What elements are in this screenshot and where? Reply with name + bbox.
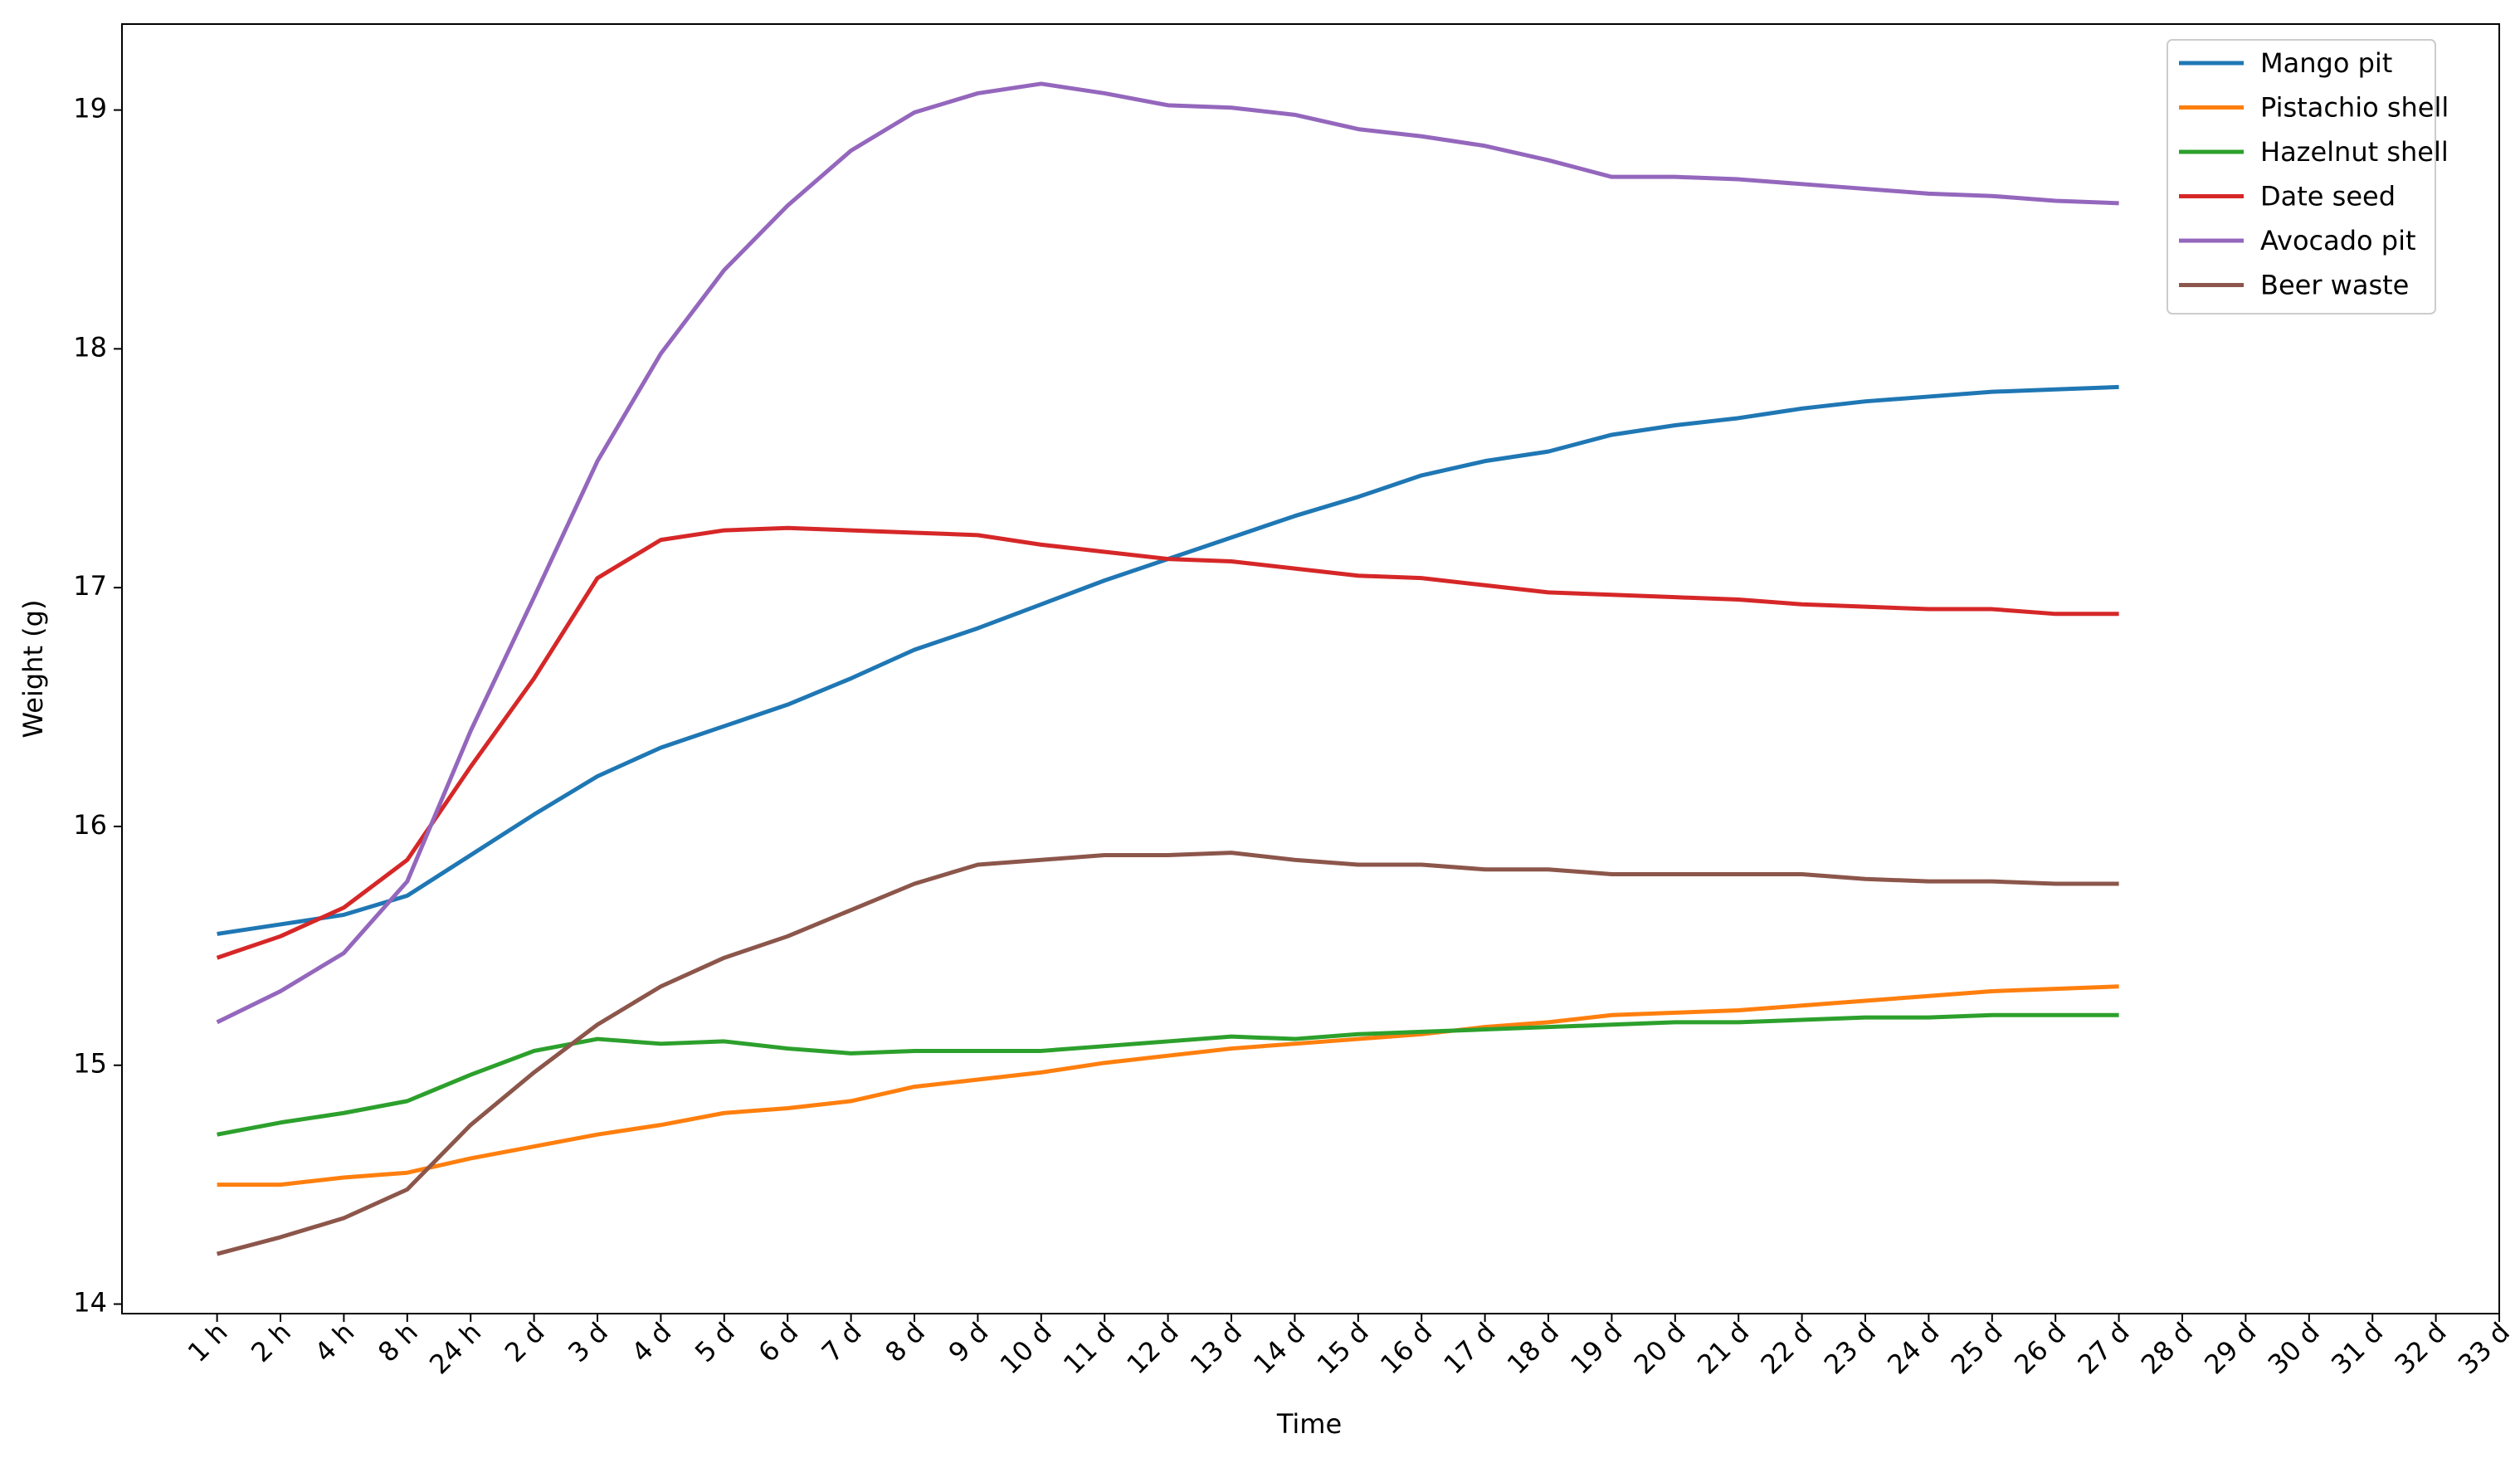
x-tick-label: 26 d	[2008, 1316, 2072, 1380]
series-line	[216, 525, 2119, 960]
series-line	[217, 1012, 2119, 1137]
x-tick-label: 8 d	[879, 1316, 931, 1368]
x-tick-label: 30 d	[2262, 1316, 2326, 1380]
x-tick-label: 14 d	[1247, 1316, 1311, 1380]
x-tick-label: 19 d	[1564, 1316, 1628, 1380]
y-tick-label: 15	[73, 1048, 107, 1080]
plot-frame	[121, 23, 2500, 1314]
x-tick-label: 16 d	[1374, 1316, 1438, 1380]
y-tick-label: 16	[73, 809, 107, 841]
x-tick-label: 23 d	[1818, 1316, 1882, 1380]
series-line	[216, 851, 2119, 1256]
x-tick-label: 31 d	[2325, 1316, 2389, 1380]
y-tick-label: 18	[73, 331, 107, 363]
x-tick-label: 2 h	[245, 1316, 297, 1368]
y-tick-label: 17	[73, 570, 107, 602]
x-tick-label: 28 d	[2135, 1316, 2199, 1380]
x-tick-label: 10 d	[994, 1316, 1058, 1380]
legend: Mango pit Pistachio shell Hazelnut shell Da…	[2167, 39, 2449, 315]
legend-label: Avocado pit	[2260, 225, 2416, 256]
x-tick-label: 12 d	[1120, 1316, 1184, 1380]
x-tick-label: 8 h	[372, 1316, 424, 1368]
x-tick-label: 21 d	[1691, 1316, 1755, 1380]
x-tick-label: 15 d	[1311, 1316, 1375, 1380]
x-tick-label: 4 d	[626, 1316, 678, 1368]
x-tick-label: 2 d	[499, 1316, 551, 1368]
x-tick-label: 33 d	[2452, 1316, 2516, 1380]
x-tick-label: 25 d	[1945, 1316, 2009, 1380]
y-axis-label: Weight (g)	[17, 600, 49, 739]
x-tick-label: 7 d	[816, 1316, 868, 1368]
series-line	[217, 984, 2119, 1187]
legend-label: Mango pit	[2260, 47, 2392, 79]
x-tick-label: 24 d	[1881, 1316, 1945, 1380]
x-tick-label: 22 d	[1754, 1316, 1818, 1380]
x-tick-label: 17 d	[1437, 1316, 1501, 1380]
x-tick-label: 18 d	[1501, 1316, 1565, 1380]
x-tick-label: 9 d	[943, 1316, 995, 1368]
x-tick-label: 29 d	[2198, 1316, 2262, 1380]
x-tick-label: 1 h	[182, 1316, 234, 1368]
x-tick-label: 5 d	[689, 1316, 741, 1368]
x-tick-label: 6 d	[752, 1316, 804, 1368]
x-tick-label: 3 d	[562, 1316, 614, 1368]
y-tick-label: 14	[73, 1286, 107, 1318]
x-tick-label: 4 h	[309, 1316, 361, 1368]
x-tick-label: 11 d	[1057, 1316, 1121, 1380]
series-line	[216, 81, 2119, 1025]
legend-label: Beer waste	[2260, 270, 2409, 301]
x-tick-label: 24 h	[423, 1316, 487, 1380]
x-tick-label: 20 d	[1628, 1316, 1692, 1380]
x-tick-label: 13 d	[1184, 1316, 1248, 1380]
legend-label: Pistachio shell	[2260, 92, 2449, 124]
legend-label: Hazelnut shell	[2260, 136, 2449, 168]
x-axis-label: Time	[1276, 1408, 1342, 1440]
x-tick-label: 32 d	[2388, 1316, 2452, 1380]
legend-label: Date seed	[2260, 181, 2396, 212]
y-tick-label: 19	[73, 93, 107, 124]
x-tick-label: 27 d	[2071, 1316, 2135, 1380]
